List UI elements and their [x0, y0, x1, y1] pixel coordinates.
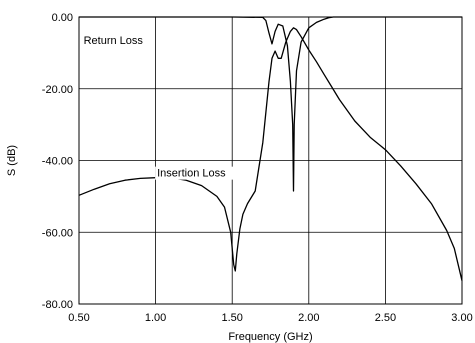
x-tick-label: 0.50 — [68, 312, 89, 324]
annotation-label: Return Loss — [84, 35, 144, 47]
x-tick-label: 2.00 — [298, 312, 319, 324]
y-tick-label: -20.00 — [42, 84, 73, 96]
annotation-background — [155, 166, 246, 180]
x-axis-ticks: 0.50 1.00 1.50 2.00 2.50 3.00 — [68, 312, 472, 324]
annotation-label: Insertion Loss — [157, 168, 226, 180]
grid-lines — [79, 17, 462, 304]
annotation-background — [81, 33, 154, 47]
y-tick-label: -40.00 — [42, 156, 73, 168]
y-axis-label: S (dB) — [6, 145, 18, 176]
y-tick-label: -80.00 — [42, 299, 73, 311]
x-tick-label: 3.00 — [451, 312, 472, 324]
y-tick-label: -60.00 — [42, 227, 73, 239]
x-axis-label: Frequency (GHz) — [228, 331, 312, 343]
series-layer — [78, 16, 463, 281]
y-tick-label: 0.00 — [52, 12, 73, 24]
x-tick-label: 1.00 — [145, 312, 166, 324]
x-tick-label: 1.50 — [221, 312, 242, 324]
plot-frame — [78, 16, 463, 305]
y-axis-ticks: 0.00 -20.00 -40.00 -60.00 -80.00 — [42, 12, 73, 311]
x-tick-label: 2.50 — [375, 312, 396, 324]
series-line-2 — [79, 16, 462, 192]
series-line-1 — [78, 27, 463, 281]
annotations: Return Loss Insertion Loss — [81, 33, 246, 180]
